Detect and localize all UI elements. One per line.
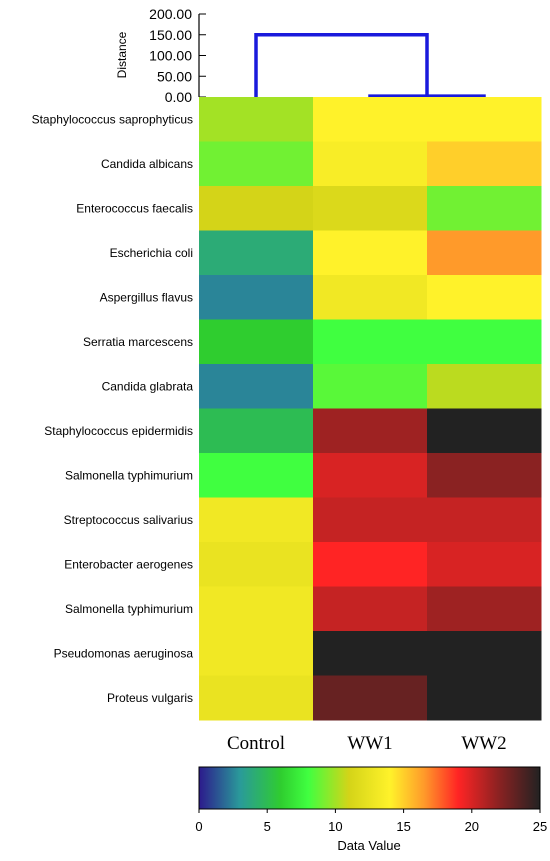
dendrogram-tick-label: 0.00 xyxy=(165,89,192,105)
heatmap-cell xyxy=(199,364,314,409)
colorbar-label: Data Value xyxy=(337,838,400,853)
colorbar-tick-label: 10 xyxy=(328,819,342,834)
heatmap-cell xyxy=(199,275,314,320)
heatmap-cells xyxy=(199,97,542,721)
row-label: Candida albicans xyxy=(101,157,193,171)
dendrogram-tick-label: 200.00 xyxy=(149,6,192,22)
row-label: Candida glabrata xyxy=(102,379,194,393)
row-label: Streptococcus salivarius xyxy=(64,513,193,527)
colorbar-tick-label: 15 xyxy=(396,819,410,834)
colorbar-tick-label: 0 xyxy=(195,819,202,834)
row-label: Enterococcus faecalis xyxy=(76,201,193,215)
colorbar-tick-label: 20 xyxy=(465,819,479,834)
heatmap-cell xyxy=(313,97,428,142)
heatmap-cell xyxy=(313,586,428,632)
colorbar-tick-label: 25 xyxy=(533,819,547,834)
row-label: Staphylococcus saprophyticus xyxy=(32,112,193,126)
heatmap-cell xyxy=(199,319,314,365)
heatmap-cell xyxy=(199,230,314,276)
heatmap-cell xyxy=(427,186,542,231)
column-label: Control xyxy=(227,733,285,754)
heatmap-cell xyxy=(427,631,542,676)
heatmap-cell xyxy=(199,497,314,543)
heatmap-cell xyxy=(427,141,542,187)
heatmap-cell xyxy=(427,97,542,142)
row-label: Enterobacter aerogenes xyxy=(64,557,193,571)
colorbar-tick-label: 5 xyxy=(264,819,271,834)
column-labels: Control WW1 WW2 xyxy=(227,733,507,754)
heatmap-cell xyxy=(199,141,314,187)
heatmap-cell xyxy=(199,586,314,632)
dendrogram-link-root xyxy=(254,33,429,97)
dendrogram-axis-label: Distance xyxy=(115,31,129,78)
heatmap-cell xyxy=(313,675,428,721)
column-label: WW1 xyxy=(347,733,392,754)
row-label: Serratia marcescens xyxy=(83,335,193,349)
heatmap-cell xyxy=(199,408,314,454)
heatmap-cell xyxy=(427,586,542,632)
heatmap-cell xyxy=(313,542,428,587)
heatmap-cell xyxy=(313,631,428,676)
heatmap-cell xyxy=(427,675,542,721)
row-labels: Staphylococcus saprophyticus Candida albi… xyxy=(32,112,194,705)
heatmap-cell xyxy=(199,453,314,498)
heatmap-cell xyxy=(199,186,314,231)
colorbar-ticks: 0 5 10 15 20 25 xyxy=(195,809,547,834)
heatmap-cell xyxy=(313,497,428,543)
heatmap-cell xyxy=(427,408,542,454)
row-label: Staphylococcus epidermidis xyxy=(44,424,193,438)
heatmap-cell xyxy=(313,186,428,231)
heatmap-cell xyxy=(313,141,428,187)
dendrogram-link-ww1-ww2 xyxy=(368,94,486,98)
heatmap-cell xyxy=(199,631,314,676)
heatmap-cell xyxy=(199,542,314,587)
heatmap-cell xyxy=(427,364,542,409)
heatmap-cell xyxy=(427,497,542,543)
heatmap-cell xyxy=(313,453,428,498)
heatmap-cell xyxy=(313,319,428,365)
heatmap-cell xyxy=(313,364,428,409)
heatmap-cell xyxy=(427,453,542,498)
heatmap-cell xyxy=(313,408,428,454)
colorbar xyxy=(198,766,541,810)
heatmap-cell xyxy=(427,275,542,320)
dendrogram-tick-label: 150.00 xyxy=(149,27,192,43)
row-label: Proteus vulgaris xyxy=(107,691,193,705)
heatmap-cell xyxy=(313,230,428,276)
heatmap-cell xyxy=(427,319,542,365)
column-label: WW2 xyxy=(461,733,506,754)
dendrogram-links xyxy=(254,33,486,98)
row-label: Salmonella typhimurium xyxy=(65,602,193,616)
row-label: Escherichia coli xyxy=(110,246,193,260)
row-label: Aspergillus flavus xyxy=(100,290,193,304)
dendrogram-tick-label: 50.00 xyxy=(157,68,192,84)
heatmap-cell xyxy=(313,275,428,320)
row-label: Salmonella typhimurium xyxy=(65,468,193,482)
dendrogram: Distance 200.00 150.00 100.00 50.00 0.00 xyxy=(115,6,486,105)
heatmap-cell xyxy=(427,542,542,587)
dendrogram-tick-label: 100.00 xyxy=(149,48,192,64)
heatmap-cell xyxy=(427,230,542,276)
heatmap-cell xyxy=(199,97,314,142)
heatmap-cell xyxy=(199,675,314,721)
dendrogram-ticks: 200.00 150.00 100.00 50.00 0.00 xyxy=(149,6,206,105)
row-label: Pseudomonas aeruginosa xyxy=(54,646,194,660)
